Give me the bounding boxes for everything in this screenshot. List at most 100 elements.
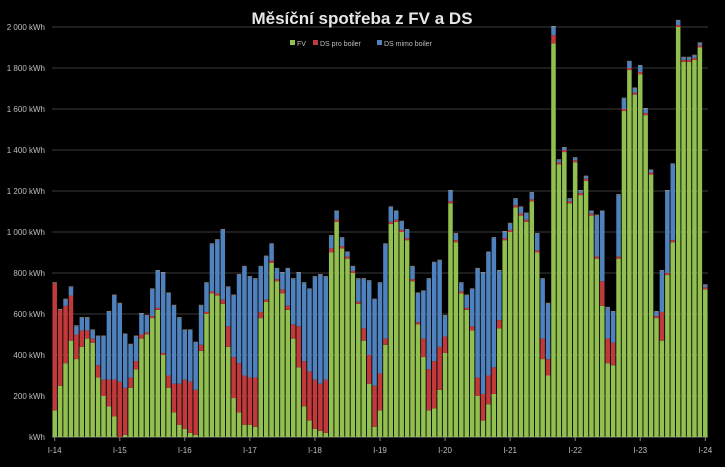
legend-item-ds-mimo-boiler: DS mimo boiler	[377, 40, 433, 48]
bar-cap	[128, 343, 133, 345]
bar-ds-mimo-boiler	[269, 244, 274, 261]
bar-fv	[90, 342, 95, 437]
bar-cap	[654, 310, 659, 312]
bar-fv	[502, 240, 507, 437]
x-tick-label: I-14	[48, 446, 62, 455]
bar-fv	[616, 258, 621, 437]
bar-ds-mimo-boiler	[502, 232, 507, 239]
bar-ds-pro-boiler	[491, 367, 497, 394]
bar-cap	[648, 169, 654, 171]
bar-cap	[312, 276, 318, 278]
bar-fv	[285, 309, 291, 437]
bar-fv	[627, 70, 632, 438]
bar-ds-pro-boiler	[600, 281, 605, 306]
bar-cap	[63, 298, 68, 300]
bar-cap	[486, 251, 491, 253]
y-tick-label: 1 200 kWh	[7, 187, 45, 196]
bar-fv	[648, 174, 654, 437]
bar-cap	[665, 190, 670, 191]
bar-cap	[90, 329, 95, 331]
bar-ds-pro-boiler	[101, 379, 106, 396]
bar-cap	[534, 233, 540, 235]
bar-ds-pro-boiler	[529, 199, 535, 202]
bar-ds-pro-boiler	[187, 381, 193, 433]
bar-fv	[491, 393, 497, 437]
bar-ds-mimo-boiler	[171, 305, 177, 384]
bar-fv	[274, 281, 280, 437]
bar-ds-pro-boiler	[236, 363, 242, 413]
bar-ds-mimo-boiler	[90, 330, 95, 339]
bar-cap	[399, 220, 404, 222]
bar-cap	[394, 210, 399, 212]
bar-ds-mimo-boiler	[236, 275, 242, 364]
bar-ds-mimo-boiler	[215, 240, 220, 294]
x-tick-label: I-19	[373, 446, 387, 455]
bar-fv	[350, 273, 356, 437]
bar-ds-pro-boiler	[437, 346, 442, 390]
bar-ds-pro-boiler	[215, 293, 220, 296]
bar-ds-pro-boiler	[388, 221, 394, 224]
bar-ds-pro-boiler	[171, 383, 177, 413]
bar-cap	[600, 210, 605, 212]
bar-ds-mimo-boiler	[556, 160, 562, 163]
bar-cap	[643, 108, 648, 109]
bar-ds-mimo-boiler	[318, 275, 323, 384]
bar-ds-pro-boiler	[502, 238, 507, 241]
bar-cap	[529, 192, 535, 194]
bar-ds-pro-boiler	[589, 213, 594, 216]
bar-ds-mimo-boiler	[361, 279, 366, 329]
y-tick-label: 1 800 kWh	[7, 64, 45, 73]
bar-fv	[589, 215, 594, 437]
bar-ds-mimo-boiler	[117, 303, 123, 382]
bar-ds-pro-boiler	[605, 338, 610, 364]
bar-ds-mimo-boiler	[79, 318, 85, 331]
bar-ds-pro-boiler	[117, 381, 123, 437]
bar-cap	[79, 317, 85, 319]
bar-ds-pro-boiler	[274, 279, 280, 282]
bar-ds-mimo-boiler	[225, 287, 231, 327]
bar-cap	[263, 255, 269, 257]
bar-ds-mimo-boiler	[703, 285, 708, 288]
bar-ds-mimo-boiler	[291, 279, 296, 325]
bar-fv	[253, 426, 258, 437]
bar-fv	[480, 420, 486, 437]
bar-ds-mimo-boiler	[383, 244, 388, 339]
x-tick-label: I-23	[633, 446, 647, 455]
bar-ds-mimo-boiler	[285, 268, 291, 306]
bar-ds-pro-boiler	[632, 92, 638, 95]
bar-ds-pro-boiler	[323, 379, 329, 433]
bar-cap	[572, 157, 578, 159]
bar-fv	[529, 201, 535, 437]
bar-ds-mimo-boiler	[339, 238, 345, 247]
bar-fv	[225, 346, 231, 437]
bar-fv	[383, 344, 388, 437]
bar-cap	[247, 276, 253, 278]
bar-cap	[497, 269, 502, 271]
bar-fv	[301, 406, 307, 437]
bar-ds-pro-boiler	[57, 309, 63, 386]
bar-ds-pro-boiler	[448, 201, 453, 204]
bar-fv	[410, 281, 415, 437]
x-tick-label: I-18	[308, 446, 322, 455]
bar-ds-pro-boiler	[328, 248, 334, 253]
bar-ds-mimo-boiler	[627, 61, 632, 68]
bar-ds-mimo-boiler	[160, 273, 166, 353]
bar-fv	[497, 328, 502, 437]
bar-cap	[220, 228, 226, 230]
bar-ds-pro-boiler	[426, 369, 432, 411]
x-tick-label: I-16	[178, 446, 192, 455]
y-tick-label: 1 000 kWh	[7, 228, 45, 237]
bar-ds-pro-boiler	[301, 361, 307, 407]
bar-fv	[637, 74, 643, 438]
bar-ds-mimo-boiler	[421, 291, 426, 339]
bar-fv	[155, 309, 160, 437]
bar-ds-pro-boiler	[318, 383, 323, 431]
bar-ds-pro-boiler	[242, 375, 247, 425]
bar-ds-pro-boiler	[431, 361, 437, 409]
bar-fv	[453, 242, 459, 437]
bar-fv	[507, 232, 513, 437]
bar-cap	[388, 206, 394, 208]
y-tick-label: 1 600 kWh	[7, 105, 45, 114]
bar-cap	[171, 304, 177, 306]
